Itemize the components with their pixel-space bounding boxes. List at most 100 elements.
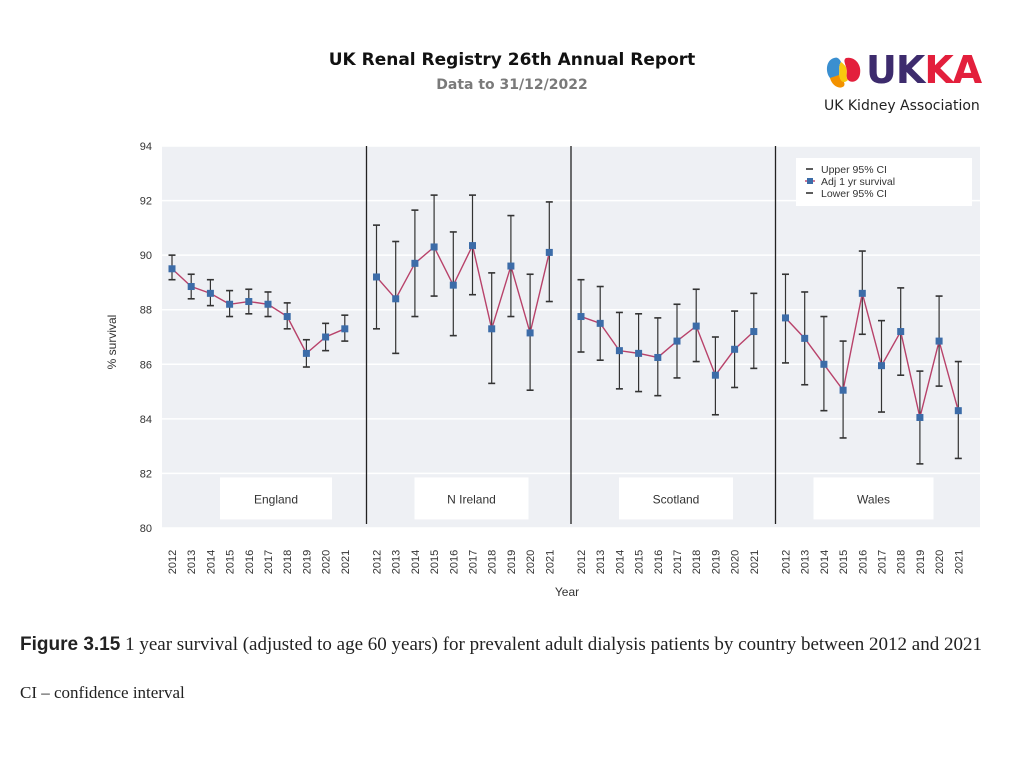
x-tick-label: 2013 [391, 550, 403, 574]
survival-point [596, 319, 604, 327]
x-tick-label: 2013 [186, 550, 198, 574]
x-tick-label: 2020 [525, 550, 537, 574]
country-label: England [254, 492, 298, 506]
x-tick-label: 2021 [953, 550, 965, 574]
x-tick-label: 2014 [819, 550, 831, 574]
logo-letter-u: U [866, 48, 897, 92]
survival-point [673, 337, 681, 345]
figure-caption: Figure 3.15 1 year survival (adjusted to… [20, 633, 1015, 657]
legend-label: Adj 1 yr survival [821, 176, 895, 188]
x-tick-label: 2018 [487, 550, 499, 574]
survival-point [954, 407, 962, 415]
x-tick-label: 2017 [877, 550, 889, 574]
x-tick-label: 2012 [576, 550, 588, 574]
survival-point [545, 248, 553, 256]
survival-point [858, 289, 866, 297]
survival-point [801, 334, 809, 342]
legend-marker-swatch [807, 178, 813, 184]
survival-point [264, 300, 272, 308]
country-label: N Ireland [447, 492, 496, 506]
y-tick-label: 80 [140, 523, 152, 535]
survival-point [615, 347, 623, 355]
x-tick-label: 2013 [595, 550, 607, 574]
survival-point [168, 265, 176, 273]
logo-letter-k2: K [924, 48, 953, 92]
report-title: UK Renal Registry 26th Annual Report [328, 50, 696, 70]
country-label-box [813, 477, 934, 520]
x-tick-label: 2017 [263, 550, 275, 574]
x-tick-label: 2014 [410, 550, 422, 574]
survival-point [507, 262, 515, 270]
survival-point [226, 300, 234, 308]
survival-point [187, 283, 195, 291]
x-tick-label: 2018 [282, 550, 294, 574]
survival-line [580, 315, 755, 377]
survival-chart: England N Ireland Scotland Wales 80 82 84 86 88… [105, 141, 980, 599]
x-tick-label: 2014 [614, 550, 626, 574]
survival-point [635, 349, 643, 357]
survival-point [322, 333, 330, 341]
x-tick-label: 2020 [730, 550, 742, 574]
x-tick-label: 2019 [710, 550, 722, 574]
report-subtitle: Data to 31/12/2022 [436, 77, 588, 93]
kidney-logo-icon [826, 57, 861, 88]
x-tick-label: 2016 [244, 550, 256, 574]
x-tick-label: 2012 [781, 550, 793, 574]
x-tick-label: 2021 [749, 550, 761, 574]
logo-organisation-name: UK Kidney Association [824, 98, 980, 114]
survival-point [577, 313, 585, 321]
survival-point [935, 337, 943, 345]
figure-caption-text: 1 year survival (adjusted to age 60 year… [120, 634, 982, 655]
x-tick-label: 2012 [372, 550, 384, 574]
survival-point [692, 322, 700, 330]
y-axis-title: % survival [105, 315, 119, 370]
x-tick-label: 2013 [800, 550, 812, 574]
survival-point [711, 371, 719, 379]
x-tick-label: 2021 [544, 550, 556, 574]
survival-point [526, 329, 534, 337]
survival-point [206, 289, 214, 297]
survival-point [283, 313, 291, 321]
legend-label: Lower 95% CI [821, 188, 887, 200]
survival-point [820, 360, 828, 368]
x-tick-label: 2015 [838, 550, 850, 574]
y-tick-label: 94 [140, 141, 152, 153]
y-tick-label: 90 [140, 250, 152, 262]
x-tick-label: 2017 [468, 550, 480, 574]
y-tick-label: 92 [140, 196, 152, 208]
x-tick-label: 2015 [225, 550, 237, 574]
survival-point [411, 259, 419, 267]
x-tick-label: 2019 [301, 550, 313, 574]
survival-line [171, 268, 346, 355]
y-tick-label: 88 [140, 305, 152, 317]
survival-point [878, 362, 885, 370]
x-tick-label: 2016 [448, 550, 460, 574]
survival-point [302, 349, 310, 357]
x-tick-label: 2021 [340, 550, 352, 574]
country-label-box [619, 477, 733, 520]
survival-point [916, 413, 924, 421]
country-label-box [220, 477, 332, 520]
x-tick-label: 2020 [934, 550, 946, 574]
survival-point [469, 242, 476, 250]
logo-letter-a: A [952, 48, 982, 92]
caption-note: CI – confidence interval [20, 683, 185, 702]
x-tick-label: 2018 [896, 550, 908, 574]
logo-wordmark: UKKA [866, 48, 982, 92]
legend-label: Upper 95% CI [821, 164, 887, 176]
country-label: Scotland [653, 492, 700, 506]
legend-box [796, 158, 972, 206]
survival-point [488, 325, 496, 333]
survival-point [341, 325, 349, 333]
x-tick-label: 2014 [205, 550, 217, 574]
survival-point [731, 345, 739, 353]
survival-point [782, 314, 789, 322]
x-tick-label: 2020 [321, 550, 333, 574]
country-label: Wales [857, 492, 890, 506]
y-tick-label: 82 [140, 468, 152, 480]
y-tick-label: 84 [140, 414, 152, 426]
x-axis-title: Year [555, 585, 579, 599]
survival-point [750, 328, 758, 336]
survival-point [654, 353, 662, 361]
x-tick-label: 2015 [634, 550, 646, 574]
